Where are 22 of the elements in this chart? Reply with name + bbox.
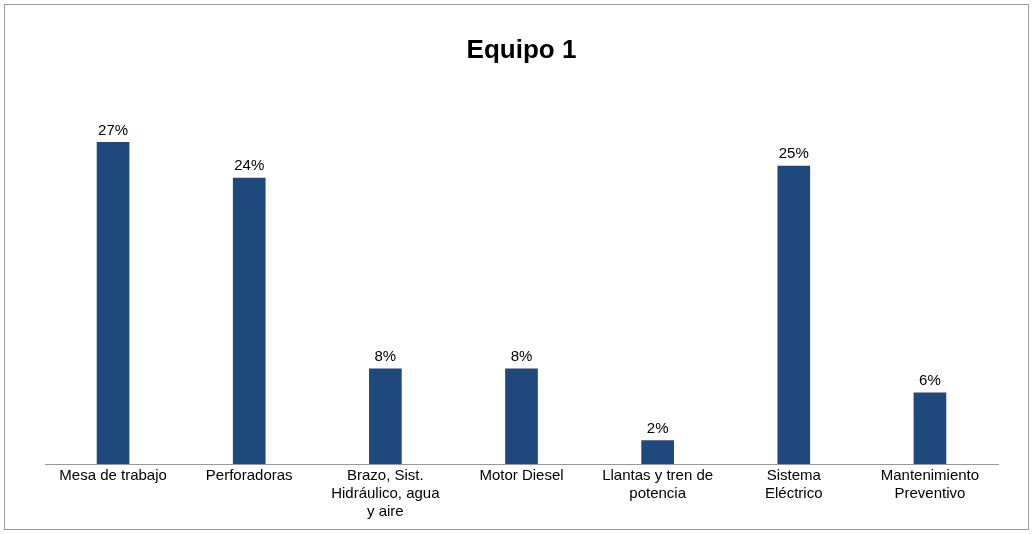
data-label: 25% bbox=[778, 144, 809, 162]
x-tick-label: Motor Diesel bbox=[479, 466, 564, 484]
bar bbox=[641, 440, 674, 464]
bar bbox=[777, 165, 811, 464]
bar bbox=[505, 368, 538, 464]
x-tick-label: Llantas y tren de potencia bbox=[602, 466, 714, 502]
data-label: 8% bbox=[510, 347, 533, 365]
bar bbox=[369, 368, 402, 464]
x-tick-label: Mantenimiento Preventivo bbox=[880, 466, 980, 502]
data-label: 8% bbox=[374, 347, 397, 365]
x-tick-label: Mesa de trabajo bbox=[59, 466, 167, 484]
bar bbox=[913, 392, 947, 464]
chart-title: Equipo 1 bbox=[466, 33, 577, 64]
x-tick-label: Brazo, Sist. Hidráulico, agua y aire bbox=[331, 466, 441, 520]
bar bbox=[96, 141, 130, 464]
x-tick-label: Sistema Eléctrico bbox=[765, 466, 823, 502]
bar bbox=[232, 177, 266, 464]
x-tick-label: Perforadoras bbox=[205, 466, 293, 484]
data-label: 27% bbox=[98, 120, 129, 138]
data-label: 24% bbox=[234, 156, 265, 174]
data-label: 2% bbox=[646, 418, 669, 436]
data-label: 6% bbox=[919, 371, 941, 389]
